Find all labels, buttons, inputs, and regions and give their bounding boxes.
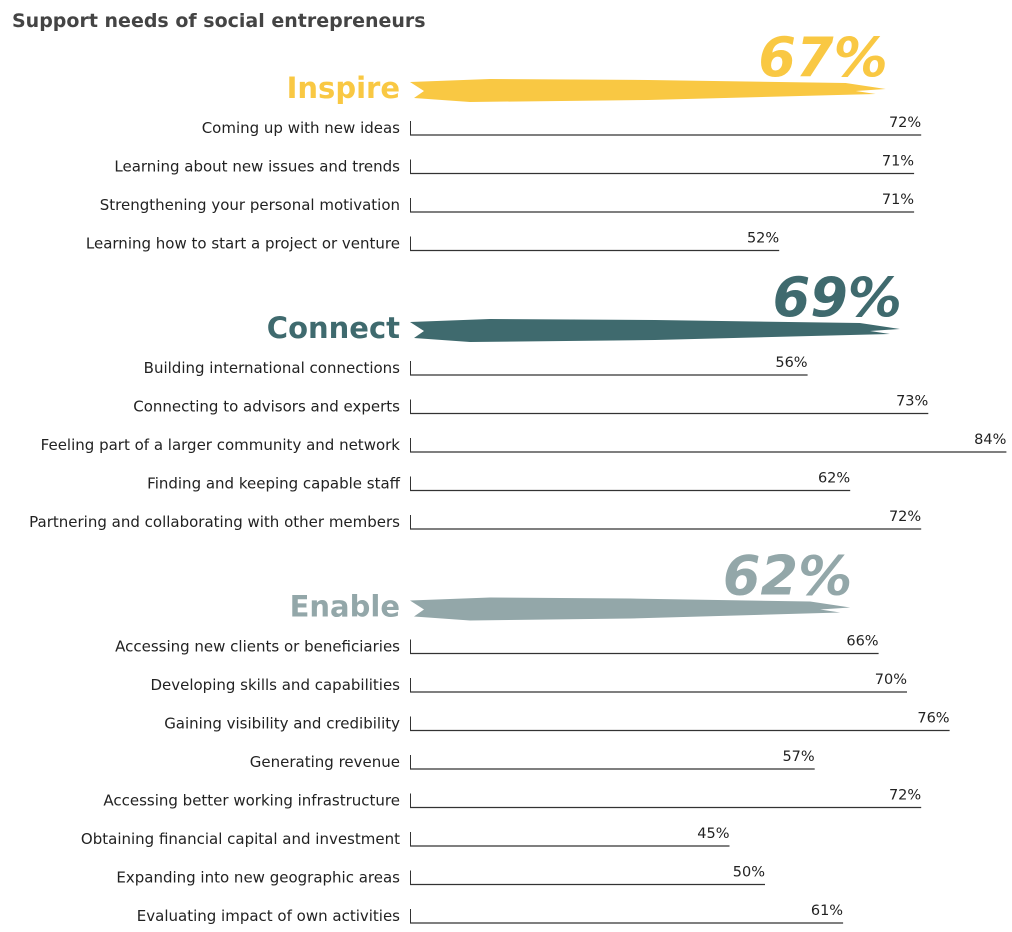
value-label: 72% [889, 509, 921, 525]
category-label: Finding and keeping capable staff [147, 475, 401, 493]
category-label: Feeling part of a larger community and n… [41, 436, 401, 454]
category-label: Evaluating impact of own activities [137, 907, 400, 925]
value-label: 72% [889, 788, 921, 804]
category-label: Connecting to advisors and experts [133, 398, 400, 416]
category-label: Developing skills and capabilities [150, 676, 400, 694]
group-title: Inspire [287, 71, 400, 105]
value-label: 76% [917, 711, 949, 727]
category-label: Obtaining financial capital and investme… [81, 830, 400, 848]
category-label: Partnering and collaborating with other … [29, 513, 400, 531]
chart-title: Support needs of social entrepreneurs [12, 10, 426, 32]
category-label: Learning how to start a project or ventu… [86, 235, 400, 253]
category-label: Strengthening your personal motivation [100, 196, 400, 214]
category-label: Generating revenue [250, 753, 400, 771]
category-label: Coming up with new ideas [202, 119, 400, 137]
value-label: 71% [882, 192, 914, 208]
value-label: 56% [775, 355, 807, 371]
group-title: Connect [267, 311, 400, 345]
brush-bar [410, 597, 851, 621]
category-label: Accessing better working infrastructure [103, 792, 400, 810]
value-label: 70% [875, 672, 907, 688]
value-label: 71% [882, 154, 914, 170]
value-label: 62% [818, 471, 850, 487]
value-label: 72% [889, 115, 921, 131]
group-total: 69% [773, 266, 902, 329]
brush-bar [410, 319, 900, 342]
value-label: 73% [896, 394, 928, 410]
category-label: Accessing new clients or beneficiaries [115, 638, 400, 656]
value-label: 61% [811, 903, 843, 919]
value-label: 66% [846, 634, 878, 650]
brush-bar [410, 79, 886, 102]
group-total: 62% [723, 545, 852, 608]
category-label: Building international connections [144, 359, 401, 377]
category-label: Expanding into new geographic areas [116, 869, 400, 887]
category-label: Gaining visibility and credibility [164, 715, 400, 733]
value-label: 52% [747, 231, 779, 247]
group-total: 67% [758, 26, 887, 89]
value-label: 45% [697, 826, 729, 842]
value-label: 57% [782, 749, 814, 765]
group-title: Enable [290, 590, 400, 624]
value-label: 50% [733, 865, 765, 881]
value-label: 84% [974, 432, 1006, 448]
category-label: Learning about new issues and trends [114, 158, 400, 176]
